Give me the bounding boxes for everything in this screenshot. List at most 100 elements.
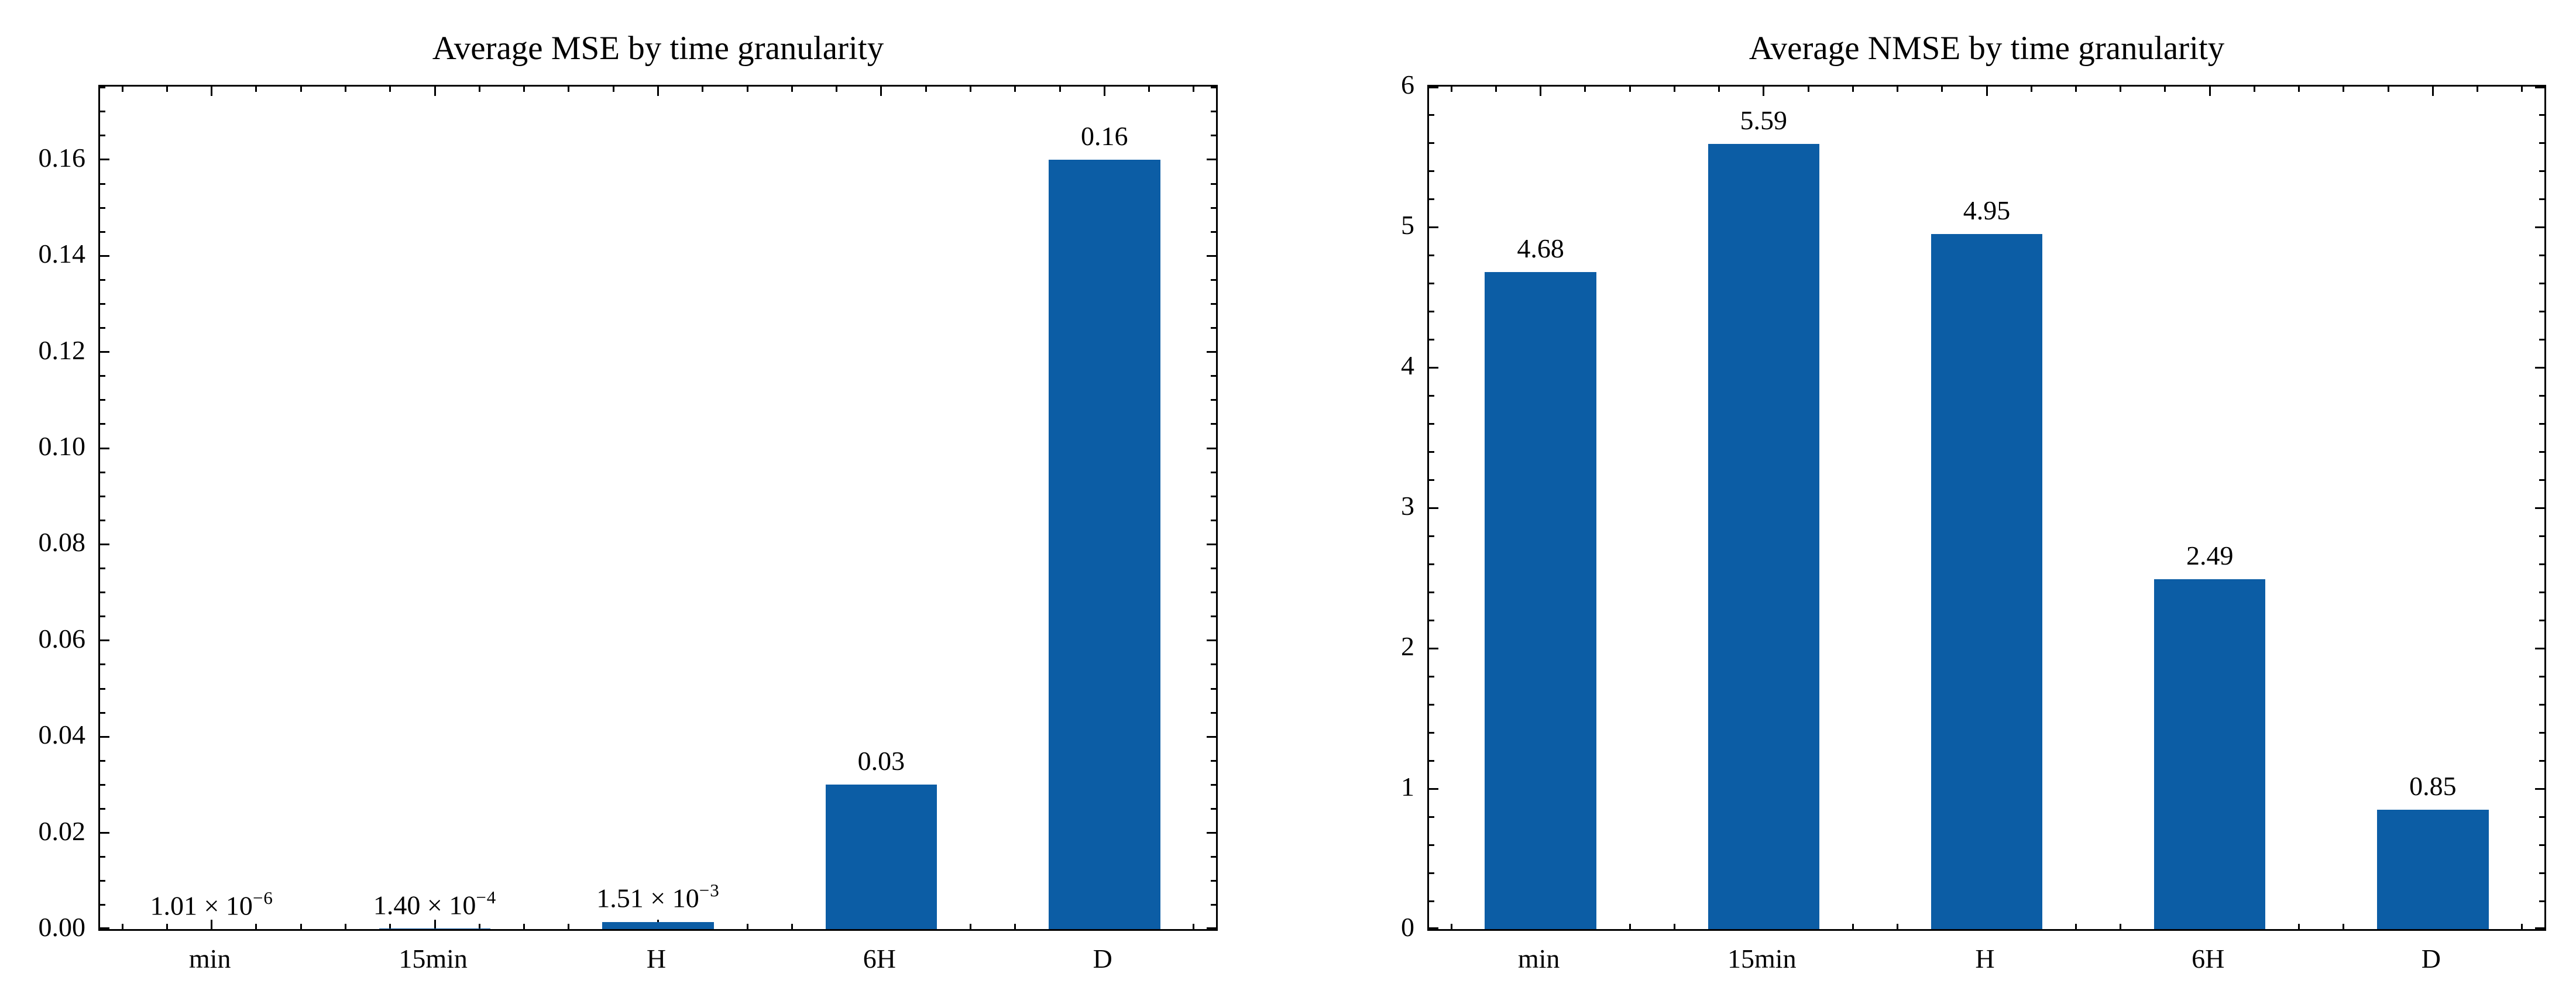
y-minor-tick xyxy=(1211,278,1216,281)
x-minor-tick xyxy=(1193,924,1195,929)
y-minor-tick xyxy=(1429,816,1434,818)
x-minor-tick xyxy=(1014,87,1016,92)
y-minor-tick xyxy=(1429,759,1434,762)
y-minor-tick xyxy=(2539,759,2544,762)
bar-D xyxy=(1048,159,1160,929)
y-minor-tick xyxy=(1211,375,1216,377)
x-minor-tick xyxy=(969,924,971,929)
x-tick-label-6H: 6H xyxy=(2192,944,2225,974)
x-major-tick xyxy=(1540,87,1542,96)
x-major-tick xyxy=(434,87,436,96)
y-major-tick xyxy=(1429,226,1438,228)
y-minor-tick xyxy=(100,711,105,714)
y-minor-tick xyxy=(2539,254,2544,256)
y-minor-tick xyxy=(2539,731,2544,734)
y-major-tick xyxy=(1429,927,1438,929)
y-tick-label: 4 xyxy=(1401,350,1414,380)
y-minor-tick xyxy=(100,471,105,473)
y-minor-tick xyxy=(100,568,105,570)
x-minor-tick xyxy=(2253,87,2255,92)
x-minor-tick xyxy=(1673,924,1675,929)
y-minor-tick xyxy=(1211,231,1216,233)
y-minor-tick xyxy=(1429,844,1434,846)
bar-value-label: 4.68 xyxy=(1517,233,1564,263)
y-tick-label: 0.02 xyxy=(38,816,86,846)
x-minor-tick xyxy=(1450,87,1452,92)
y-tick-label: 0.04 xyxy=(38,720,86,750)
y-minor-tick xyxy=(100,759,105,762)
x-minor-tick xyxy=(523,87,525,92)
mse-plot-area: 1.01 × 10−6 1.40 × 10−4 1.51 × 10−3 0.03 0.1… xyxy=(98,85,1218,931)
x-minor-tick xyxy=(345,924,347,929)
exponent: −4 xyxy=(476,886,497,907)
y-minor-tick xyxy=(2539,198,2544,200)
y-minor-tick xyxy=(2539,872,2544,874)
y-minor-tick xyxy=(1211,568,1216,570)
bar-value-label: 1.40 × 10−4 xyxy=(373,886,497,920)
y-major-tick xyxy=(1207,639,1216,642)
y-minor-tick xyxy=(100,687,105,690)
x-minor-tick xyxy=(1629,924,1631,929)
x-minor-tick xyxy=(746,87,748,92)
x-minor-tick xyxy=(702,87,704,92)
y-minor-tick xyxy=(1429,170,1434,172)
x-minor-tick xyxy=(2343,87,2345,92)
y-major-tick xyxy=(1207,159,1216,161)
y-tick-label: 0.06 xyxy=(38,623,86,654)
mse-chart: Average MSE by time granularity 1.01 × 1… xyxy=(38,30,1218,974)
y-minor-tick xyxy=(100,135,105,137)
bar-H xyxy=(602,921,714,929)
y-major-tick xyxy=(2535,507,2544,509)
y-minor-tick xyxy=(2539,338,2544,341)
x-minor-tick xyxy=(1941,87,1943,92)
y-minor-tick xyxy=(1211,111,1216,113)
nmse-plot-area: 4.68 5.59 4.95 2.49 0.85 xyxy=(1427,85,2546,931)
x-minor-tick xyxy=(836,87,838,92)
y-major-tick xyxy=(100,639,109,642)
y-minor-tick xyxy=(100,783,105,786)
y-minor-tick xyxy=(2539,619,2544,621)
y-minor-tick xyxy=(1211,303,1216,305)
y-major-tick xyxy=(1207,735,1216,738)
y-minor-tick xyxy=(100,111,105,113)
y-minor-tick xyxy=(1429,254,1434,256)
y-major-tick xyxy=(100,543,109,545)
bar-value-label: 1.51 × 10−3 xyxy=(596,880,720,913)
y-major-tick xyxy=(1429,787,1438,790)
y-minor-tick xyxy=(1211,327,1216,329)
y-minor-tick xyxy=(1429,198,1434,200)
x-minor-tick xyxy=(121,87,123,92)
bar-15min xyxy=(1708,144,1820,929)
y-minor-tick xyxy=(1211,615,1216,618)
y-major-tick xyxy=(1429,647,1438,649)
x-minor-tick xyxy=(255,924,257,929)
x-minor-tick xyxy=(746,924,748,929)
y-minor-tick xyxy=(1429,114,1434,116)
x-minor-tick xyxy=(1718,87,1720,92)
y-minor-tick xyxy=(1211,783,1216,786)
x-minor-tick xyxy=(2074,924,2077,929)
bar-value-label: 0.16 xyxy=(1081,121,1128,151)
y-major-tick xyxy=(2535,87,2544,88)
y-minor-tick xyxy=(2539,422,2544,425)
y-minor-tick xyxy=(1429,675,1434,678)
bar-value-label: 4.95 xyxy=(1963,195,2011,225)
y-tick-label: 0.00 xyxy=(38,912,86,942)
y-major-tick xyxy=(2535,927,2544,929)
x-minor-tick xyxy=(345,87,347,92)
y-minor-tick xyxy=(1211,183,1216,185)
x-minor-tick xyxy=(2521,924,2523,929)
y-minor-tick xyxy=(1429,479,1434,481)
x-tick-label-D: D xyxy=(1093,944,1112,974)
x-minor-tick xyxy=(389,924,391,929)
x-minor-tick xyxy=(1014,924,1016,929)
y-minor-tick xyxy=(100,856,105,858)
y-minor-tick xyxy=(1429,142,1434,144)
x-major-tick xyxy=(880,87,882,96)
y-minor-tick xyxy=(1429,703,1434,706)
y-major-tick xyxy=(1207,927,1216,929)
y-minor-tick xyxy=(2539,844,2544,846)
y-minor-tick xyxy=(100,591,105,594)
bar-15min xyxy=(379,928,491,929)
